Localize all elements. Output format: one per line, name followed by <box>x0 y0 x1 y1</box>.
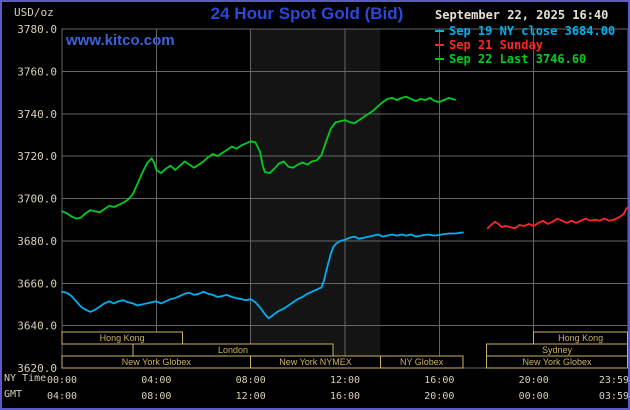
session-label: Sydney <box>542 345 573 355</box>
y-tick-label: 3760.0 <box>17 65 57 78</box>
session-label: New York NYMEX <box>279 357 352 367</box>
x-tick-ny-time: 12:00 <box>330 375 360 386</box>
session-box <box>379 355 464 369</box>
x-tick-ny-time: 08:00 <box>236 375 266 386</box>
session-label: NY Globex <box>400 357 444 367</box>
legend-label: Sep 21 Sunday <box>449 38 543 52</box>
session-label: New York Globex <box>122 357 192 367</box>
y-tick-label: 3640.0 <box>17 320 57 333</box>
y-tick-label: 3680.0 <box>17 235 57 248</box>
session-box <box>61 331 183 345</box>
legend: Sep 19 NY close 3684.00 Sep 21 Sunday Se… <box>435 24 615 66</box>
series-line-sep21 <box>486 207 628 230</box>
x-tick-gmt: 03:59 <box>599 391 628 402</box>
x-tick-gmt: 00:00 <box>519 391 549 402</box>
x-tick-gmt: 20:00 <box>424 391 454 402</box>
session-label: New York Globex <box>523 357 593 367</box>
x-tick-gmt: 12:00 <box>236 391 266 402</box>
y-tick-label: 3700.0 <box>17 193 57 206</box>
y-tick-label: 3660.0 <box>17 277 57 290</box>
x-axis-gmt-caption: GMT <box>4 389 23 400</box>
series-line-sep22 <box>61 95 457 220</box>
series-line-sep19 <box>61 231 464 320</box>
x-tick-ny-time: 20:00 <box>519 375 549 386</box>
legend-label: Sep 19 NY close 3684.00 <box>449 24 616 38</box>
x-tick-ny-time: 23:59 <box>599 375 628 386</box>
y-tick-label: 3780.0 <box>17 23 57 36</box>
legend-dash-icon <box>435 57 444 60</box>
y-tick-label: 3620.0 <box>17 362 57 375</box>
x-tick-ny-time: 04:00 <box>141 375 171 386</box>
legend-item-sep19: Sep 19 NY close 3684.00 <box>435 24 615 38</box>
y-tick-label: 3720.0 <box>17 150 57 163</box>
y-axis-unit-label: USD/oz <box>14 6 54 19</box>
x-tick-ny-time: 00:00 <box>47 375 77 386</box>
legend-item-sep22: Sep 22 Last 3746.60 <box>435 52 615 66</box>
session-box <box>486 355 628 369</box>
y-tick-label: 3740.0 <box>17 108 57 121</box>
chart-datetime: September 22, 2025 16:40 <box>435 8 609 22</box>
legend-dash-icon <box>435 43 444 46</box>
legend-item-sep21: Sep 21 Sunday <box>435 38 615 52</box>
page-title: 24 Hour Spot Gold (Bid) <box>210 4 404 23</box>
x-axis-ny-time-caption: NY Time <box>4 373 47 384</box>
legend-label: Sep 22 Last 3746.60 <box>449 52 587 66</box>
x-tick-gmt: 16:00 <box>330 391 360 402</box>
legend-dash-icon <box>435 29 444 32</box>
x-tick-ny-time: 16:00 <box>424 375 454 386</box>
kitco-watermark-link[interactable]: www.kitco.com <box>66 32 175 49</box>
x-tick-gmt: 04:00 <box>47 391 77 402</box>
session-label: Hong Kong <box>100 333 145 343</box>
session-label: Hong Kong <box>558 333 603 343</box>
session-label: London <box>218 345 248 355</box>
x-tick-gmt: 08:00 <box>141 391 171 402</box>
